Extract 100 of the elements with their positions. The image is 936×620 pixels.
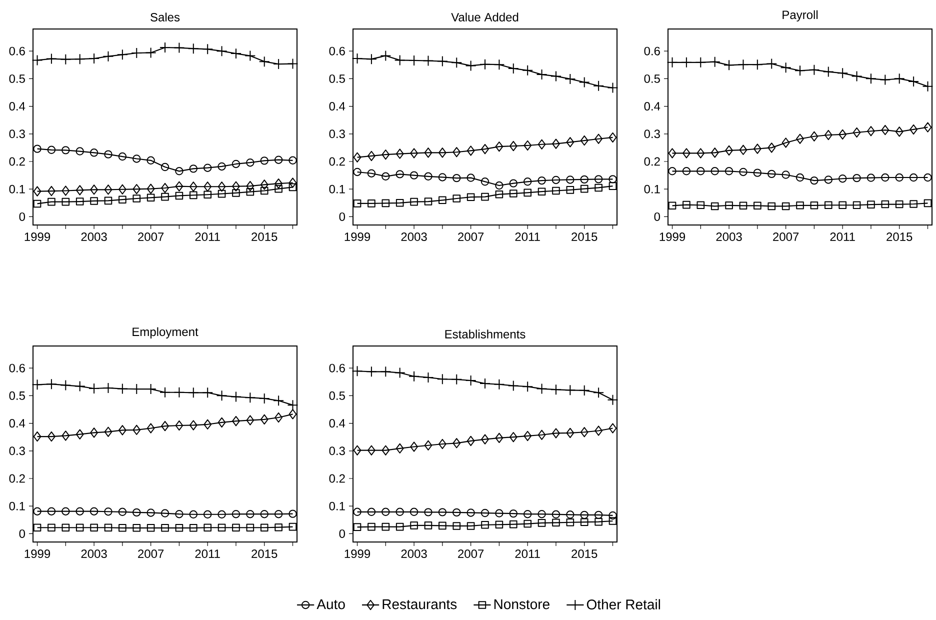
point [146,184,155,194]
point [424,440,432,450]
point [160,386,171,398]
point [202,387,214,398]
point [46,53,57,64]
point [246,180,254,192]
point [822,66,834,78]
point [218,162,226,171]
point [509,520,518,528]
point [366,54,377,65]
point [246,524,254,532]
point [422,372,434,383]
y-tick-label: 0 [19,529,26,538]
point [696,201,705,210]
point [894,73,905,84]
point [90,148,98,157]
point [578,384,590,396]
point [104,196,112,205]
point [288,183,297,192]
point [260,180,268,190]
x-tick-label: 2007 [458,550,484,558]
point [175,420,184,431]
point [33,524,42,532]
point [466,146,475,156]
x-tick-label: 2011 [195,232,220,242]
x-tick-label: 2015 [572,232,598,242]
y-tick-label: 0.2 [329,157,345,166]
point [481,434,489,444]
x-tick-label: 2015 [572,550,598,558]
point [480,178,490,186]
point [924,199,932,208]
point [367,169,376,178]
point [118,196,126,204]
point [766,58,778,70]
y-tick-label: 0.5 [329,391,345,400]
point [218,417,226,428]
point [696,167,705,176]
point [48,431,56,442]
point [160,509,170,518]
point [768,142,776,153]
point [438,148,446,158]
point [608,175,617,184]
y-tick-label: 0 [19,212,26,221]
point [33,200,42,208]
point [552,138,560,149]
point [382,508,390,516]
point [174,386,185,398]
point [244,50,256,62]
point [394,54,406,66]
point [452,522,461,530]
point [594,518,602,526]
point [666,56,678,68]
point [566,518,574,526]
point [838,129,847,140]
point [62,430,70,441]
x-tick-label: 2011 [515,232,540,242]
point [580,510,588,520]
point [116,383,128,394]
point [88,53,100,64]
point [218,182,226,192]
y-tick-label: 0 [654,212,660,221]
point [175,192,184,200]
point [580,184,588,193]
point [188,43,199,54]
point [668,167,676,176]
point [382,445,390,456]
x-tick-label: 2011 [195,550,220,558]
point [725,145,733,156]
point [396,508,404,516]
chart-title: Sales [150,12,180,22]
point [76,507,84,516]
point [33,144,42,153]
y-tick-label: 0.5 [9,391,25,400]
point [522,381,534,392]
point [118,184,126,194]
point [62,524,70,532]
point [74,54,86,65]
point [189,164,198,173]
point [509,190,518,198]
point [258,392,270,404]
y-tick-label: 0.4 [9,102,26,111]
point [368,200,376,208]
x-tick-label: 2007 [773,232,799,242]
point [368,150,376,162]
point [682,148,690,158]
point [175,510,184,518]
point [32,54,43,66]
point [218,190,226,198]
point [524,430,532,442]
point [62,146,70,154]
point [780,62,792,74]
point [524,188,532,197]
point [216,390,228,402]
point [436,374,448,385]
point [104,150,112,158]
y-tick-label: 0.6 [329,364,345,372]
point [380,366,392,378]
point [481,520,489,529]
point [189,420,198,430]
y-tick-label: 0.3 [644,130,660,138]
